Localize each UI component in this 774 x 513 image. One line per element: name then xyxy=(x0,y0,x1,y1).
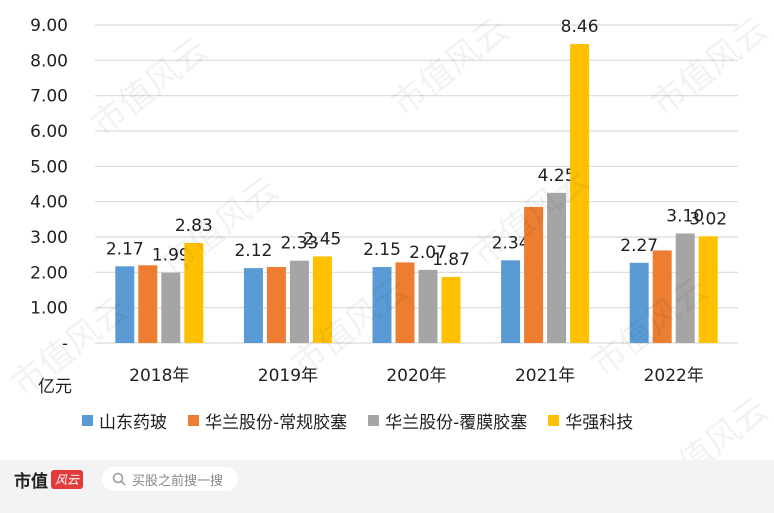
bar xyxy=(184,243,204,343)
y-tick-label: 6.00 xyxy=(30,122,68,142)
x-tick-label: 2021年 xyxy=(515,366,575,386)
bar xyxy=(312,256,332,343)
bar xyxy=(698,236,718,343)
brand-logo: 市值 风云 xyxy=(14,467,84,492)
bar xyxy=(243,268,263,343)
legend-item-3: 华强科技 xyxy=(548,408,633,433)
bar xyxy=(675,233,695,343)
bar xyxy=(266,267,286,343)
search-placeholder: 买股之前搜一搜 xyxy=(132,473,224,489)
bar xyxy=(372,267,392,343)
data-label: 2.27 xyxy=(620,236,658,256)
y-tick-label: 5.00 xyxy=(30,157,68,177)
bar xyxy=(501,260,521,343)
legend: 山东药玻 华兰股份-常规胶塞 华兰股份-覆膜胶塞 华强科技 xyxy=(82,408,654,433)
x-tick-label: 2022年 xyxy=(644,366,704,386)
data-label: 4.25 xyxy=(538,166,576,186)
legend-swatch-0 xyxy=(82,415,93,426)
data-label: 3.02 xyxy=(689,209,727,229)
data-label: 1.87 xyxy=(432,250,470,270)
bar xyxy=(570,44,590,344)
x-tick-label: 2020年 xyxy=(386,366,446,386)
bar xyxy=(547,192,567,343)
brand-text: 市值 xyxy=(14,472,48,492)
y-tick-label: 9.00 xyxy=(30,16,68,36)
bar xyxy=(138,265,158,343)
legend-swatch-3 xyxy=(548,415,560,426)
bar xyxy=(652,250,672,343)
bar xyxy=(161,272,181,343)
legend-item-0: 山东药玻 xyxy=(82,408,167,433)
legend-label-3: 华强科技 xyxy=(565,413,634,433)
bar xyxy=(289,260,309,343)
chart-area: - 1.00 2.00 3.00 4.00 5.00 6.00 7.00 8.00 9.00 2.1… xyxy=(30,16,738,386)
y-tick-label: 4.00 xyxy=(30,193,68,213)
legend-item-2: 华兰股份-覆膜胶塞 xyxy=(368,408,527,433)
bar-chart: - 1.00 2.00 3.00 4.00 5.00 6.00 7.00 8.00 9.00 2.1… xyxy=(30,16,738,386)
legend-label-2: 华兰股份-覆膜胶塞 xyxy=(385,413,528,433)
data-label: 2.17 xyxy=(106,239,144,259)
legend-swatch-2 xyxy=(368,415,380,426)
y-tick-label: 2.00 xyxy=(30,263,68,283)
data-label: 2.07 xyxy=(409,243,447,263)
x-tick-label: 2019年 xyxy=(258,366,318,386)
bar xyxy=(115,266,135,343)
data-label: 2.12 xyxy=(234,241,272,261)
data-label: 2.15 xyxy=(363,240,401,260)
y-tick-label: 1.00 xyxy=(30,299,68,319)
legend-swatch-1 xyxy=(188,415,199,426)
data-label: 3.10 xyxy=(666,206,704,226)
data-label: 2.33 xyxy=(280,234,318,254)
y-tick-label: 8.00 xyxy=(30,51,68,71)
y-tick-label: 7.00 xyxy=(30,87,68,107)
x-tick-label: 2018年 xyxy=(129,366,189,386)
data-label: 1.99 xyxy=(152,246,190,266)
legend-item-1: 华兰股份-常规胶塞 xyxy=(188,408,347,433)
search-icon xyxy=(112,472,126,486)
y-tick-label: 3.00 xyxy=(30,228,68,248)
bar xyxy=(441,276,461,343)
data-label: 2.34 xyxy=(492,233,530,253)
unit-label: 亿元 xyxy=(38,377,72,397)
data-label: 2.45 xyxy=(303,229,341,249)
brand-badge: 风云 xyxy=(51,470,84,489)
search-box[interactable]: 买股之前搜一搜 xyxy=(102,467,238,491)
bar xyxy=(395,262,415,343)
bar xyxy=(524,206,544,343)
bar xyxy=(418,269,438,343)
bar xyxy=(629,262,649,343)
data-label: 8.46 xyxy=(561,17,599,37)
legend-label-1: 华兰股份-常规胶塞 xyxy=(205,413,348,433)
data-label: 2.83 xyxy=(175,216,213,236)
y-tick-label: - xyxy=(62,334,68,354)
legend-label-0: 山东药玻 xyxy=(99,413,167,433)
